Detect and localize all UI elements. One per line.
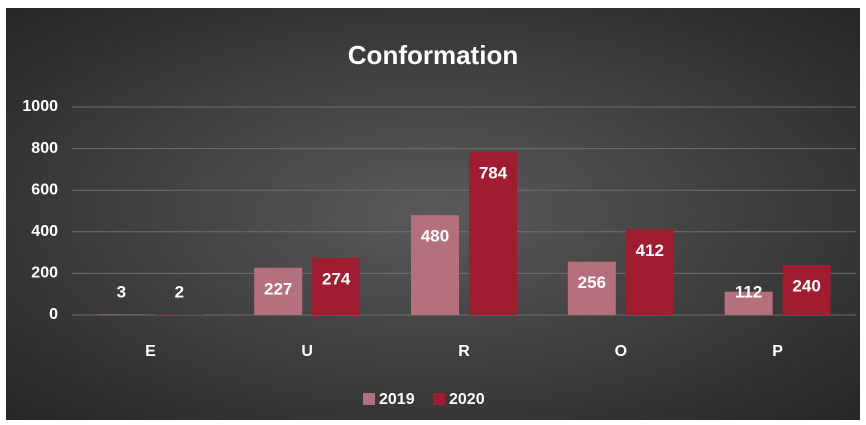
legend-swatch (433, 393, 445, 405)
value-label: 227 (264, 279, 292, 298)
value-label: 3 (117, 282, 126, 301)
y-tick-label: 1000 (22, 98, 58, 115)
y-tick-label: 600 (31, 181, 58, 198)
y-tick-label: 200 (31, 265, 58, 282)
legend-swatch (363, 393, 375, 405)
value-label: 2 (175, 282, 184, 301)
value-label: 240 (792, 277, 820, 296)
y-tick-label: 0 (49, 306, 58, 323)
value-label: 256 (578, 273, 606, 292)
legend-label: 2020 (449, 391, 485, 408)
x-tick-label: E (145, 343, 156, 360)
bar (782, 265, 831, 315)
value-label: 112 (735, 282, 762, 301)
bar (567, 261, 616, 315)
bar (724, 291, 773, 315)
chart-title: Conformation (348, 40, 518, 70)
value-label: 412 (636, 241, 664, 260)
legend-label: 2019 (379, 391, 415, 408)
value-label: 784 (479, 163, 508, 182)
bar (97, 314, 146, 315)
bar (625, 229, 674, 315)
y-tick-label: 800 (31, 140, 58, 157)
x-tick-label: O (615, 343, 627, 360)
bar (254, 267, 303, 315)
bar (411, 215, 459, 315)
x-tick-label: P (772, 343, 783, 360)
chart-background (6, 8, 860, 420)
y-tick-label: 400 (31, 223, 58, 240)
bar (312, 258, 361, 315)
value-label: 480 (421, 227, 449, 246)
x-tick-label: U (301, 343, 313, 360)
bar (469, 151, 517, 315)
value-label: 274 (322, 269, 351, 288)
x-tick-label: R (458, 343, 470, 360)
